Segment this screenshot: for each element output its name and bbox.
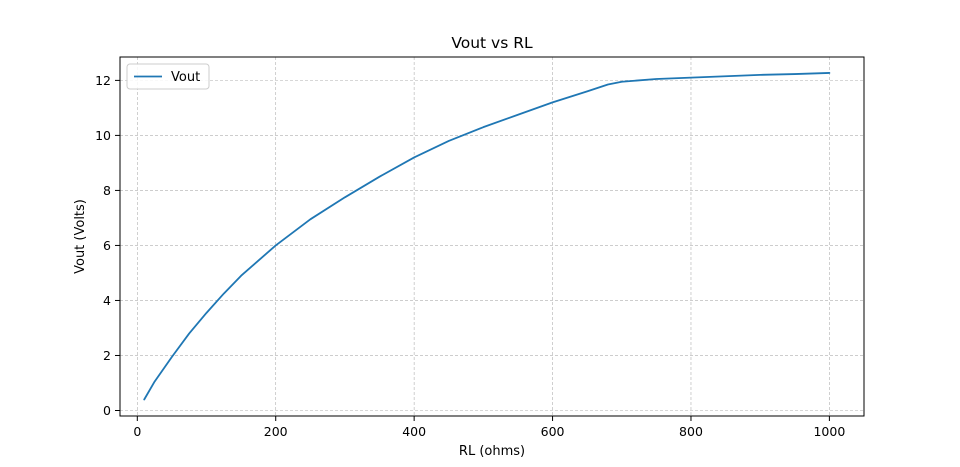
x-tick-label: 200 [264, 424, 288, 439]
y-tick-label: 10 [95, 128, 111, 143]
x-tick-label: 1000 [813, 424, 845, 439]
y-gridlines [120, 80, 864, 411]
x-tick-label: 0 [133, 424, 141, 439]
x-gridlines [137, 57, 830, 416]
y-tick-label: 2 [103, 348, 111, 363]
x-tick-label: 800 [679, 424, 703, 439]
y-tick-label: 0 [103, 403, 111, 418]
y-axis-label: Vout (Volts) [73, 199, 88, 274]
legend-label-vout: Vout [171, 70, 200, 85]
x-tick-label: 400 [402, 424, 426, 439]
y-tick-label: 6 [103, 238, 111, 253]
y-tick-label: 8 [103, 183, 111, 198]
legend-box [126, 63, 210, 90]
x-axis-label: RL (ohms) [459, 444, 525, 459]
series-line-vout [143, 72, 831, 401]
y-tick-label: 4 [103, 293, 111, 308]
x-tick-label: 600 [541, 424, 565, 439]
y-axis-ticks: 0 2 4 6 8 10 12 [95, 73, 120, 418]
legend: Vout [126, 63, 210, 90]
chart-title: Vout vs RL [451, 34, 533, 52]
y-tick-label: 12 [95, 73, 111, 88]
x-axis-ticks: 0 200 400 600 800 1000 [133, 416, 845, 439]
plot-frame [119, 56, 865, 417]
